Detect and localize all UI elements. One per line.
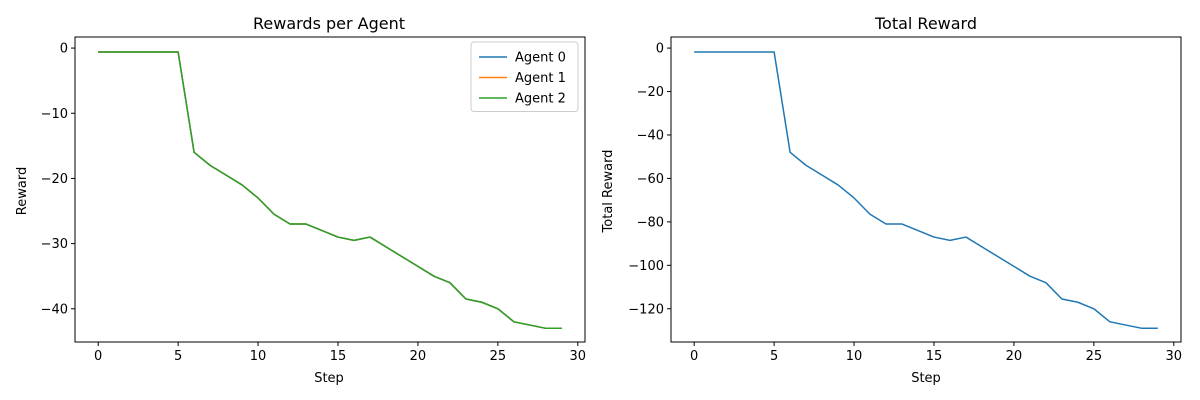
x-tick-label: 0 <box>690 349 698 364</box>
y-axis-label: Reward <box>15 167 30 215</box>
x-tick-label: 5 <box>770 349 778 364</box>
x-tick-label: 20 <box>410 349 427 364</box>
y-axis-label: Total Reward <box>601 150 616 234</box>
y-tick-label: 0 <box>656 42 664 57</box>
x-tick-label: 5 <box>174 349 182 364</box>
x-tick-label: 10 <box>250 349 267 364</box>
y-tick-label: −20 <box>637 85 664 100</box>
x-tick-label: 15 <box>330 349 347 364</box>
x-tick-label: 0 <box>94 349 102 364</box>
legend-box <box>470 41 579 112</box>
chart-title: Rewards per Agent <box>253 14 405 33</box>
series-line <box>694 51 1158 330</box>
x-tick-label: 20 <box>1006 349 1023 364</box>
x-tick-label: 10 <box>846 349 863 364</box>
x-axis-label: Step <box>911 371 941 386</box>
y-tick-label: −40 <box>41 302 68 317</box>
x-tick-label: 30 <box>570 349 587 364</box>
y-tick-label: −80 <box>637 215 664 230</box>
plot-frame <box>74 36 586 343</box>
legend-label: Agent 2 <box>515 92 566 107</box>
y-tick-label: −30 <box>41 237 68 252</box>
legend-label: Agent 0 <box>515 51 566 66</box>
chart-total-reward: Total Reward Step Total Reward 0 5 10 15 20 2… <box>601 14 1182 386</box>
y-tick-label: −20 <box>41 172 68 187</box>
y-tick-label: −100 <box>628 259 664 274</box>
plot-frame <box>670 36 1182 343</box>
y-tick-label: 0 <box>60 42 68 57</box>
y-tick-label: −120 <box>628 302 664 317</box>
y-tick-label: −40 <box>637 128 664 143</box>
legend-label: Agent 1 <box>515 71 566 86</box>
y-tick-label: −60 <box>637 172 664 187</box>
series-line-agent-2 <box>98 51 562 330</box>
x-axis-label: Step <box>314 371 344 386</box>
y-tick-label: −10 <box>41 107 68 122</box>
chart-title: Total Reward <box>874 14 977 33</box>
x-tick-label: 30 <box>1166 349 1183 364</box>
x-tick-label: 25 <box>490 349 507 364</box>
chart-rewards-per-agent: Rewards per Agent Step Reward 0 5 10 15 20 25… <box>15 14 586 386</box>
x-tick-label: 25 <box>1086 349 1103 364</box>
x-tick-label: 15 <box>926 349 943 364</box>
